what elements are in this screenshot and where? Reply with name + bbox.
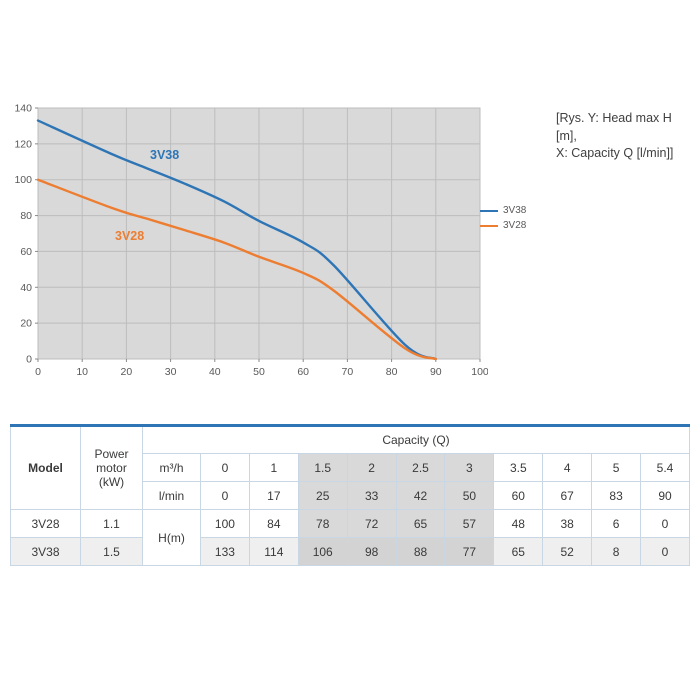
svg-text:20: 20 [121,366,133,378]
unit-lmin-label: l/min [142,481,201,510]
axis-annotation: [Rys. Y: Head max H [m], X: Capacity Q [… [556,110,696,163]
head-value: 106 [297,537,348,566]
m3h-value: 0 [200,453,250,482]
svg-text:40: 40 [20,282,32,294]
head-value: 78 [297,509,348,538]
table-row-3v28: 3V28 1.1 H(m) 100 84 78 72 65 57 48 38 6… [10,509,690,566]
svg-text:100: 100 [471,366,488,378]
svg-text:80: 80 [20,210,32,222]
svg-text:60: 60 [297,366,309,378]
axis-annotation-line1: [Rys. Y: Head max H [m], [556,111,672,143]
power-cell: 1.5 [80,537,143,566]
head-value: 0 [640,537,690,566]
legend-item-3v38: 3V38 [480,205,526,216]
curve-label-3v38: 3V38 [150,148,180,162]
head-value: 100 [200,509,250,538]
lmin-value: 25 [297,481,348,510]
head-value: 133 [200,537,250,566]
head-value: 48 [493,509,544,538]
lmin-value: 90 [640,481,690,510]
head-value: 8 [591,537,642,566]
lmin-value: 33 [346,481,397,510]
m3h-value: 4 [542,453,593,482]
m3h-value: 2.5 [395,453,446,482]
svg-text:70: 70 [342,366,354,378]
capacity-table-section: Model Power motor (kW) Capacity (Q) m³/h… [10,424,690,566]
power-motor-header: Power motor (kW) [80,425,143,510]
svg-text:140: 140 [14,103,32,115]
head-value: 72 [346,509,397,538]
legend-item-3v28: 3V28 [480,220,526,231]
table-row: m³/h 0 1 1.5 2 2.5 3 3.5 4 5 5.4 [11,453,690,482]
curve-label-3v28: 3V28 [115,229,145,243]
svg-text:100: 100 [14,174,32,186]
head-value: 77 [444,537,495,566]
model-cell: 3V28 [10,509,81,538]
m3h-value: 3.5 [493,453,544,482]
head-value: 98 [346,537,397,566]
capacity-table: Model Power motor (kW) Capacity (Q) m³/h… [10,424,690,566]
legend-label-3v38: 3V38 [503,205,527,216]
svg-text:0: 0 [35,366,41,378]
svg-text:40: 40 [209,366,221,378]
head-value: 57 [444,509,495,538]
m3h-value: 1 [248,453,299,482]
svg-text:30: 30 [165,366,177,378]
power-cell: 1.1 [80,509,143,538]
lmin-value: 67 [542,481,593,510]
model-cell: 3V38 [10,537,81,566]
svg-text:90: 90 [430,366,442,378]
lmin-value: 60 [493,481,544,510]
svg-text:80: 80 [386,366,398,378]
svg-text:60: 60 [20,246,32,258]
model-header: Model [10,425,81,510]
m3h-value: 5.4 [640,453,690,482]
unit-m3h-label: m³/h [142,453,201,482]
svg-text:0: 0 [26,354,32,366]
lmin-value: 0 [200,481,250,510]
m3h-value: 3 [444,453,495,482]
svg-text:20: 20 [20,318,32,330]
unit-hm-label: H(m) [142,509,201,566]
chart-legend: 3V38 3V28 [480,205,526,235]
head-value: 114 [248,537,299,566]
head-value: 84 [248,509,299,538]
table-row: Model Power motor (kW) Capacity (Q) [10,425,690,510]
lmin-value: 83 [591,481,642,510]
lmin-value: 50 [444,481,495,510]
table-row: l/min 0 17 25 33 42 50 60 67 83 90 [11,481,690,510]
head-value: 52 [542,537,593,566]
capacity-header: Capacity (Q) [142,425,690,454]
svg-text:50: 50 [253,366,265,378]
head-capacity-plot: 0 10 20 30 40 50 60 70 80 90 100 0 20 40 60 80 100 120 140 [14,103,488,379]
table-row-3v38: 3V38 1.5 133 114 106 98 88 77 65 52 8 0 [10,537,690,566]
svg-text:10: 10 [76,366,88,378]
legend-line-3v28-icon [480,224,498,227]
legend-label-3v28: 3V28 [503,220,527,231]
head-value: 38 [542,509,593,538]
m3h-value: 2 [346,453,397,482]
head-value: 65 [395,509,446,538]
head-value: 0 [640,509,690,538]
head-value: 65 [493,537,544,566]
legend-line-3v38-icon [480,209,498,212]
m3h-value: 1.5 [297,453,348,482]
lmin-value: 17 [248,481,299,510]
head-value: 88 [395,537,446,566]
head-value: 6 [591,509,642,538]
lmin-value: 42 [395,481,446,510]
m3h-value: 5 [591,453,642,482]
svg-text:120: 120 [14,138,32,150]
pump-curve-chart: 0 10 20 30 40 50 60 70 80 90 100 0 20 40 60 80 100 120 140… [14,103,696,379]
axis-annotation-line2: X: Capacity Q [l/min]] [556,146,674,160]
